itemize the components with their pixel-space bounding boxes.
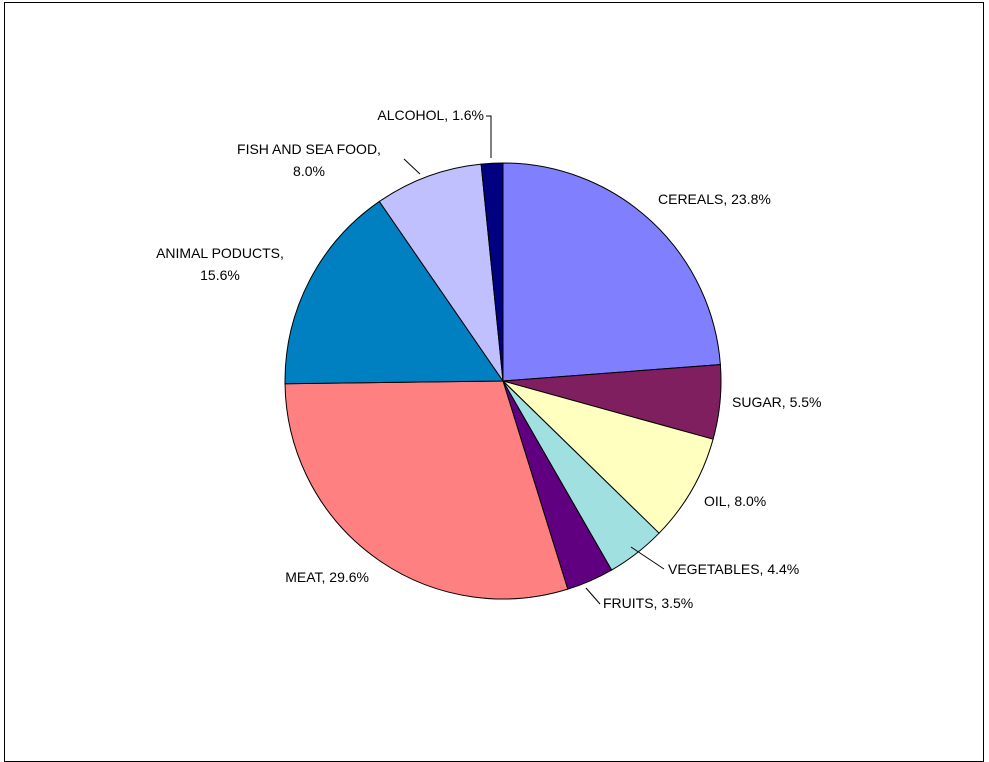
pie-slice-fish-and-sea-food (378, 163, 504, 382)
slice-label-vegetables: VEGETABLES, 4.4% (668, 561, 799, 577)
leader-line-alcohol (486, 115, 492, 158)
leader-line-fruits (585, 587, 601, 605)
slice-label-fish-and-sea-food: FISH AND SEA FOOD, 8.0% (237, 141, 381, 179)
pie-slice-animal-poducts (284, 200, 504, 385)
slice-label-fruits: FRUITS, 3.5% (603, 595, 693, 611)
pie-slices (284, 162, 722, 600)
slice-label-meat: MEAT, 29.6% (285, 569, 369, 585)
slice-label-animal-poducts: ANIMAL PODUCTS, 15.6% (156, 245, 284, 283)
leader-line-vegetables (630, 546, 665, 570)
slice-label-cereals: CEREALS, 23.8% (658, 191, 771, 207)
pie-slice-oil (502, 380, 714, 534)
pie-slice-alcohol (480, 162, 504, 382)
slice-label-oil: OIL, 8.0% (704, 493, 766, 509)
pie-slice-meat (284, 380, 569, 600)
slice-label-sugar: SUGAR, 5.5% (732, 394, 821, 410)
pie-slice-cereals (502, 162, 721, 382)
leader-line-fish-and-sea-food (403, 158, 421, 175)
slice-label-alcohol: ALCOHOL, 1.6% (377, 107, 484, 123)
